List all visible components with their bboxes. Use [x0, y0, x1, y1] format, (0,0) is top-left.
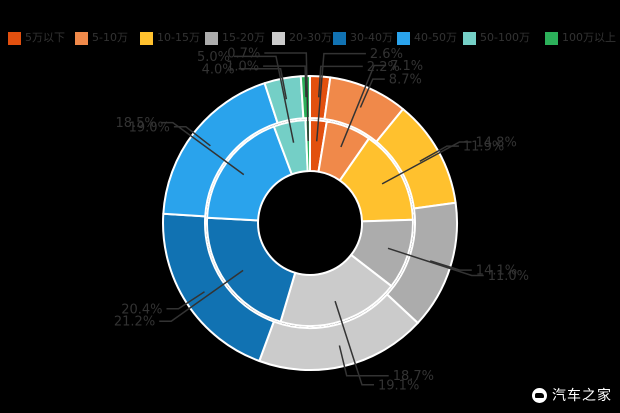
segment-label-inner-ring-8: 5.0%	[197, 50, 230, 65]
legend-label: 100万以上	[562, 31, 616, 44]
segment-label-outer-ring-4: 14.1%	[476, 264, 517, 279]
legend-swatch	[8, 31, 21, 45]
segment-label-inner-ring-5: 19.1%	[378, 378, 419, 393]
label-leader-line	[340, 64, 387, 148]
legend-item-2[interactable]: 5-10万	[75, 31, 128, 45]
segment-label-outer-ring-8: 4.0%	[202, 62, 235, 77]
legend-label: 15-20万	[222, 31, 265, 44]
legend-swatch	[205, 31, 218, 45]
label-leader-line	[359, 78, 385, 108]
label-leader-line	[263, 65, 307, 98]
legend-item-6[interactable]: 30-40万	[333, 31, 393, 45]
segment-label-outer-ring-7: 19.0%	[129, 120, 170, 135]
legend-swatch	[463, 31, 476, 45]
legend-swatch	[333, 31, 346, 45]
segment-label-inner-ring-2: 7.1%	[390, 59, 423, 74]
legend-swatch	[545, 31, 558, 45]
donut-segment-inner-ring-6[interactable]	[206, 216, 297, 323]
label-leader-line	[419, 145, 459, 162]
label-leader-line	[166, 291, 205, 310]
segment-label-inner-ring-9: 0.7%	[227, 47, 260, 62]
label-leader-line	[334, 300, 374, 386]
label-leader-line	[317, 65, 363, 98]
segment-label-outer-ring-9: 1.0%	[226, 60, 259, 75]
segment-label-outer-ring-6: 20.4%	[121, 302, 162, 317]
legend-label: 20-30万	[289, 31, 332, 44]
legend-item-4[interactable]: 15-20万	[205, 31, 265, 45]
chart-legend: 5万以下 5-10万 10-15万 15-20万 20-30万 30-40万 40-50万 5…	[0, 31, 620, 47]
legend-item-7[interactable]: 40-50万	[397, 31, 457, 45]
legend-swatch	[272, 31, 285, 45]
legend-label: 5-10万	[92, 31, 128, 44]
legend-item-5[interactable]: 20-30万	[272, 31, 332, 45]
autohome-logo-icon	[532, 387, 547, 403]
segment-label-outer-ring-5: 18.7%	[393, 369, 434, 384]
label-leader-line	[338, 345, 389, 377]
legend-label: 30-40万	[350, 31, 393, 44]
legend-label: 5万以下	[25, 31, 65, 44]
label-leader-line	[315, 52, 366, 142]
segment-label-outer-ring-3: 11.9%	[463, 140, 504, 155]
legend-label: 40-50万	[414, 31, 457, 44]
segment-label-inner-ring-4: 11.0%	[488, 269, 529, 284]
segment-label-inner-ring-6: 21.2%	[114, 315, 155, 330]
label-leader-line	[429, 260, 472, 271]
legend-item-9[interactable]: 100万以上	[545, 31, 616, 45]
label-leader-line	[160, 121, 245, 176]
label-leader-line	[387, 247, 484, 277]
watermark: 汽车之家	[532, 385, 612, 405]
legend-item-8[interactable]: 50-100万	[463, 31, 530, 45]
label-leader-line	[159, 269, 244, 322]
segment-label-inner-ring-1: 2.6%	[370, 47, 403, 62]
legend-label: 50-100万	[480, 31, 530, 44]
label-leader-line	[234, 55, 295, 143]
watermark-text: 汽车之家	[552, 388, 612, 404]
legend-item-3[interactable]: 10-15万	[140, 31, 200, 45]
segment-label-inner-ring-7: 18.5%	[115, 116, 156, 131]
legend-item-1[interactable]: 5万以下	[8, 31, 65, 45]
label-leader-line	[264, 52, 309, 142]
segment-label-outer-ring-2: 8.7%	[389, 73, 422, 88]
label-leader-line	[381, 141, 472, 185]
legend-label: 10-15万	[157, 31, 200, 44]
segment-label-inner-ring-3: 14.8%	[476, 136, 517, 151]
legend-swatch	[140, 31, 153, 45]
label-leader-line	[238, 68, 288, 100]
segment-label-outer-ring-1: 2.2%	[367, 60, 400, 75]
legend-swatch	[397, 31, 410, 45]
legend-swatch	[75, 31, 88, 45]
